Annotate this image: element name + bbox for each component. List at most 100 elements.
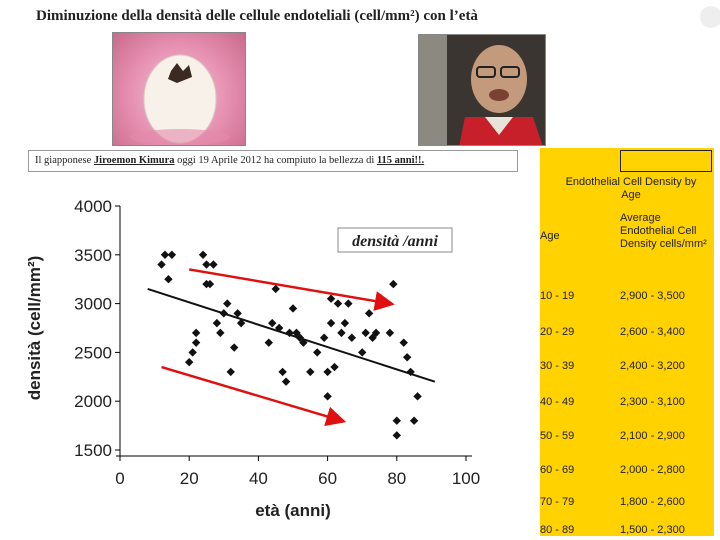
- table-header-age: Age: [540, 230, 560, 242]
- data-point: [392, 431, 401, 440]
- band-arrow-lower: [161, 365, 347, 427]
- data-point: [285, 328, 294, 338]
- data-point: [216, 328, 225, 338]
- data-point: [209, 260, 218, 269]
- data-point: [361, 328, 370, 338]
- data-point: [402, 353, 412, 362]
- data-point: [364, 309, 374, 318]
- table-row-value: 2,000 - 2,800: [620, 464, 685, 476]
- x-axis-label: età (anni): [255, 501, 331, 520]
- elderly-man-photo: [418, 34, 546, 146]
- data-point: [164, 275, 173, 284]
- data-point: [333, 299, 343, 308]
- table-row-age: 50 - 59: [540, 430, 575, 442]
- y-axis-label: densità (cell/mm²): [26, 256, 44, 401]
- data-point: [160, 250, 170, 259]
- scatter-chart: 1500 2000 2500 3000 3500 4000 0 20 40 60 80 100 età …: [25, 197, 480, 520]
- table-row-age: 20 - 29: [540, 326, 575, 338]
- table-row-value: 2,600 - 3,400: [620, 326, 685, 338]
- data-point: [344, 299, 353, 308]
- annotation-box: [337, 227, 453, 253]
- man-illustration: [419, 35, 545, 145]
- data-point: [191, 328, 201, 338]
- y-tick-label: 2500: [74, 343, 112, 362]
- data-point: [392, 416, 401, 425]
- data-point: [358, 348, 367, 357]
- caption-age: 115 anni!!.: [376, 155, 425, 166]
- data-point: [212, 318, 222, 328]
- x-tick-label: 40: [249, 469, 268, 488]
- data-point: [319, 333, 329, 342]
- x-tick-label: 60: [318, 469, 337, 488]
- data-point: [399, 338, 408, 347]
- data-point: [330, 362, 339, 372]
- data-point: [188, 348, 197, 357]
- y-tick-label: 3000: [74, 295, 112, 314]
- data-point: [323, 367, 332, 377]
- data-point: [281, 377, 291, 386]
- table-row-value: 2,900 - 3,500: [620, 290, 685, 302]
- data-point: [323, 392, 332, 401]
- table-row-age: 80 - 89: [540, 524, 575, 536]
- data-point: [326, 294, 336, 303]
- data-point: [233, 309, 242, 318]
- data-point: [205, 279, 215, 289]
- caption-name: Jiroemon Kimura: [93, 155, 175, 166]
- data-point: [326, 318, 336, 328]
- data-point: [157, 260, 166, 269]
- data-point: [288, 304, 298, 313]
- table-row-value: 1,500 - 2,300: [620, 524, 685, 536]
- table-row-age: 70 - 79: [540, 496, 575, 508]
- table-row-age: 10 - 19: [540, 290, 575, 302]
- data-point: [371, 328, 381, 338]
- data-point: [347, 333, 357, 342]
- table-title: Endothelial Cell Density by Age: [565, 176, 697, 201]
- data-point: [271, 284, 280, 294]
- y-tick-label: 2000: [74, 392, 112, 411]
- table-header-density: Average Endothelial Cell Density cells/m…: [620, 212, 707, 250]
- slide-title: Diminuzione della densità delle cellule …: [36, 8, 478, 24]
- x-tick-label: 0: [115, 469, 124, 488]
- data-point: [268, 318, 277, 328]
- data-point: [385, 328, 395, 338]
- data-point: [223, 299, 232, 308]
- data-point: [313, 348, 322, 357]
- y-tick-label: 1500: [74, 441, 112, 460]
- data-point: [226, 367, 235, 377]
- x-tick-label: 100: [452, 469, 480, 488]
- data-point: [264, 338, 273, 347]
- data-point: [299, 338, 308, 347]
- scatter-chart-panel: 1500 2000 2500 3000 3500 4000 0 20 40 60 80 100 età …: [25, 182, 504, 534]
- data-point: [219, 309, 228, 318]
- data-point: [406, 367, 415, 377]
- hatching-egg-photo: [112, 32, 246, 146]
- data-point: [389, 279, 398, 289]
- data-point: [340, 318, 350, 328]
- data-point: [413, 392, 422, 401]
- table-row-value: 2,400 - 3,200: [620, 360, 685, 372]
- band-arrow-upper: [188, 268, 395, 311]
- age-density-table: [540, 148, 714, 536]
- caption-bar: Il giapponese Jiroemon Kimura oggi 19 Ap…: [28, 150, 518, 172]
- data-point: [167, 250, 177, 259]
- table-row-age: 40 - 49: [540, 396, 575, 408]
- data-point: [278, 367, 287, 377]
- data-point: [409, 416, 419, 425]
- y-tick-label: 4000: [74, 197, 112, 216]
- table-row-value: 2,300 - 3,100: [620, 396, 685, 408]
- x-tick-label: 80: [387, 469, 406, 488]
- x-tick-label: 20: [180, 469, 199, 488]
- data-point: [198, 250, 208, 259]
- table-header-bar: [620, 150, 712, 172]
- table-row-value: 1,800 - 2,600: [620, 496, 685, 508]
- data-point: [236, 318, 246, 328]
- table-row-value: 2,100 - 2,900: [620, 430, 685, 442]
- caption-middle: oggi 19 Aprile 2012 ha compiuto la belle…: [174, 155, 377, 166]
- data-point: [292, 328, 301, 338]
- decorative-circle: [700, 6, 720, 28]
- data-point: [306, 367, 315, 377]
- data-point: [337, 328, 346, 338]
- caption-prefix: Il giapponese: [35, 155, 94, 166]
- egg-illustration: [130, 54, 230, 145]
